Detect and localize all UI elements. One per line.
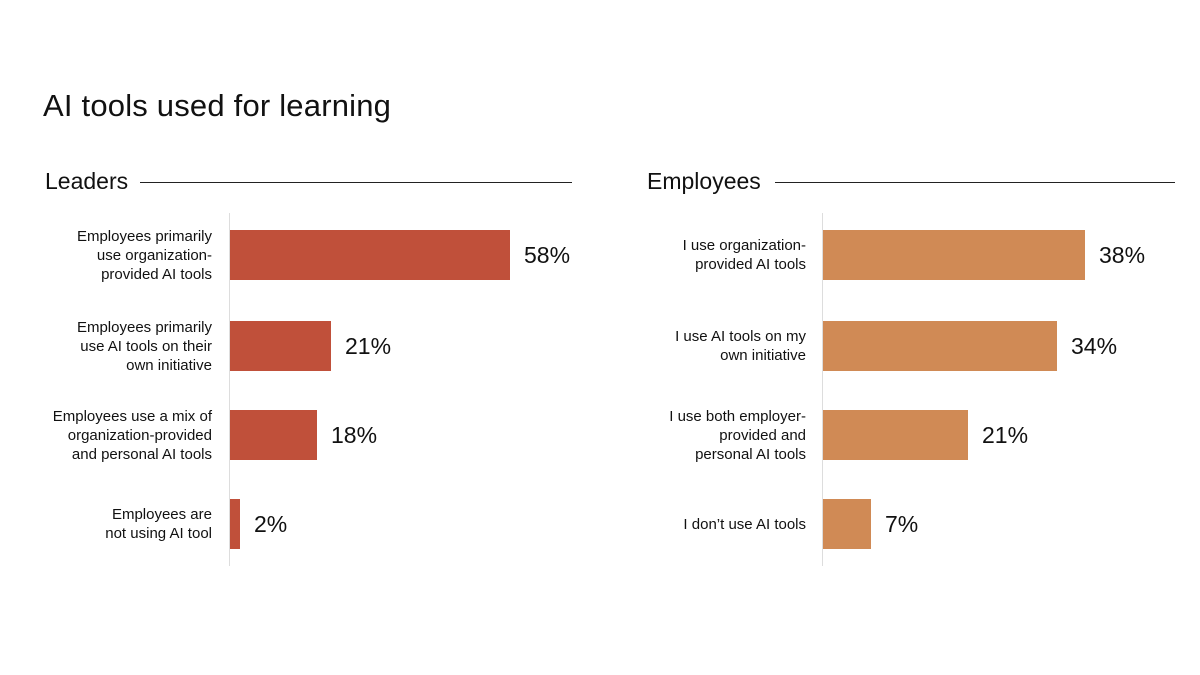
employees-bar: [823, 321, 1057, 371]
leaders-category-label-line: own initiative: [126, 356, 212, 374]
leaders-heading: Leaders: [45, 168, 129, 194]
leaders-category-label: Employees are not using AI tool: [12, 499, 212, 549]
page-title: AI tools used for learning: [43, 88, 392, 123]
employees-heading-rule: [775, 182, 1175, 183]
leaders-bar: [230, 410, 317, 460]
employees-value-label: 34%: [1071, 333, 1118, 359]
leaders-bar-row: Employees use a mix of organization-provi…: [0, 407, 600, 463]
employees-axis-line: [822, 213, 823, 566]
employees-bar-row: I use organization-provided AI tools 38%: [600, 230, 1200, 280]
employees-category-label-line: personal AI tools: [695, 445, 806, 463]
leaders-bar-row: Employees are not using AI tool 2%: [0, 499, 600, 549]
leaders-category-label: Employees use a mix of organization-provi…: [12, 407, 212, 463]
employees-bar-row: I use both employer-provided and personal…: [600, 407, 1200, 463]
leaders-category-label-line: use AI tools on their: [80, 337, 212, 355]
employees-bar-row: I use AI tools on my own initiative 34%: [600, 321, 1200, 371]
employees-bar: [823, 410, 968, 460]
leaders-value-label: 58%: [524, 242, 571, 268]
employees-category-label-line: I use organization-: [682, 237, 806, 254]
leaders-heading-rule: [140, 182, 572, 183]
leaders-bar: [230, 499, 240, 549]
employees-bar: [823, 499, 871, 549]
employees-category-label-line: I use AI tools on my: [675, 328, 806, 345]
leaders-bar: [230, 321, 331, 371]
leaders-category-label-line: use organization-: [96, 246, 212, 264]
leaders-category-label-line: Employees primarily: [76, 227, 212, 245]
employees-category-label-line: provided AI tools: [695, 256, 806, 273]
employees-category-label-line: I don’t use AI tools: [683, 515, 806, 533]
employees-category-label: I use organization-provided AI tools: [606, 230, 806, 280]
leaders-category-label-line: and personal AI tools: [71, 445, 212, 463]
employees-bar: [823, 230, 1085, 280]
leaders-category-label-line: Employees primarily: [76, 318, 212, 336]
employees-heading: Employees: [647, 168, 761, 194]
leaders-bar-row: Employees primarily use AI tools on their…: [0, 318, 600, 374]
leaders-axis-line: [229, 213, 230, 566]
employees-category-label-line: I use both employer-: [669, 407, 806, 425]
leaders-category-label: Employees primarily use AI tools on their…: [12, 318, 212, 374]
leaders-bar: [230, 230, 510, 280]
leaders-category-label-line: Employees use a mix of: [52, 407, 212, 425]
employees-value-label: 38%: [1099, 242, 1146, 268]
leaders-category-label-line: Employees are: [111, 506, 212, 523]
employees-category-label-line: provided and: [719, 426, 806, 444]
employees-category-label: I use both employer-provided and personal…: [606, 407, 806, 463]
leaders-category-label: Employees primarily use organization-prov…: [12, 227, 212, 283]
employees-value-label: 7%: [885, 511, 919, 537]
leaders-value-label: 2%: [254, 511, 288, 537]
employees-category-label-line: own initiative: [720, 347, 806, 364]
employees-value-label: 21%: [982, 422, 1029, 448]
leaders-category-label-line: not using AI tool: [105, 525, 212, 542]
employees-category-label: I don’t use AI tools: [606, 499, 806, 549]
leaders-chart-panel: Leaders Employees primarily use organizat…: [0, 168, 600, 566]
leaders-category-label-line: organization-provided: [67, 426, 212, 444]
leaders-value-label: 21%: [345, 333, 392, 359]
employees-bar-row: I don’t use AI tools 7%: [600, 499, 1200, 549]
leaders-category-label-line: provided AI tools: [101, 265, 212, 283]
employees-chart-panel: Employees I use organization-provided AI…: [600, 0, 1200, 675]
leaders-bar-row: Employees primarily use organization-prov…: [0, 227, 600, 283]
employees-category-label: I use AI tools on my own initiative: [606, 321, 806, 371]
leaders-value-label: 18%: [331, 422, 378, 448]
